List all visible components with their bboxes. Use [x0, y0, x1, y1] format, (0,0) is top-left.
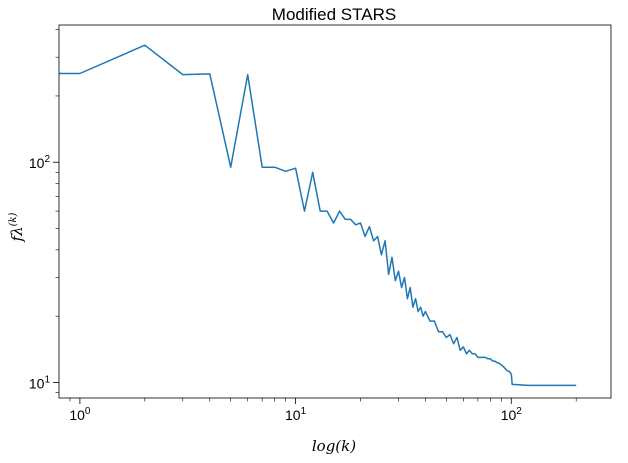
y-axis-label: fλ(k) [8, 212, 26, 242]
y-axis-label-sup: (k) [8, 212, 19, 226]
y-tick-label-1: 102 [29, 154, 51, 171]
x-axis-label: log(k) [312, 437, 356, 455]
y-tick-label-0: 101 [29, 374, 51, 391]
series-line-0 [59, 44, 577, 387]
y-axis-label-base: fλ [8, 226, 26, 242]
x-tick-label-1: 101 [285, 406, 307, 423]
x-tick-exponent-0: 0 [85, 406, 91, 417]
x-tick-exponent-1: 1 [301, 406, 307, 417]
x-tick-label-2: 102 [501, 406, 523, 423]
chart-title: Modified STARS [272, 5, 396, 24]
x-tick-label-0: 100 [69, 406, 91, 423]
plot-frame [58, 24, 612, 399]
y-tick-exponent-1: 2 [44, 154, 50, 165]
y-tick-exponent-0: 1 [44, 374, 50, 385]
x-tick-exponent-2: 2 [516, 406, 522, 417]
